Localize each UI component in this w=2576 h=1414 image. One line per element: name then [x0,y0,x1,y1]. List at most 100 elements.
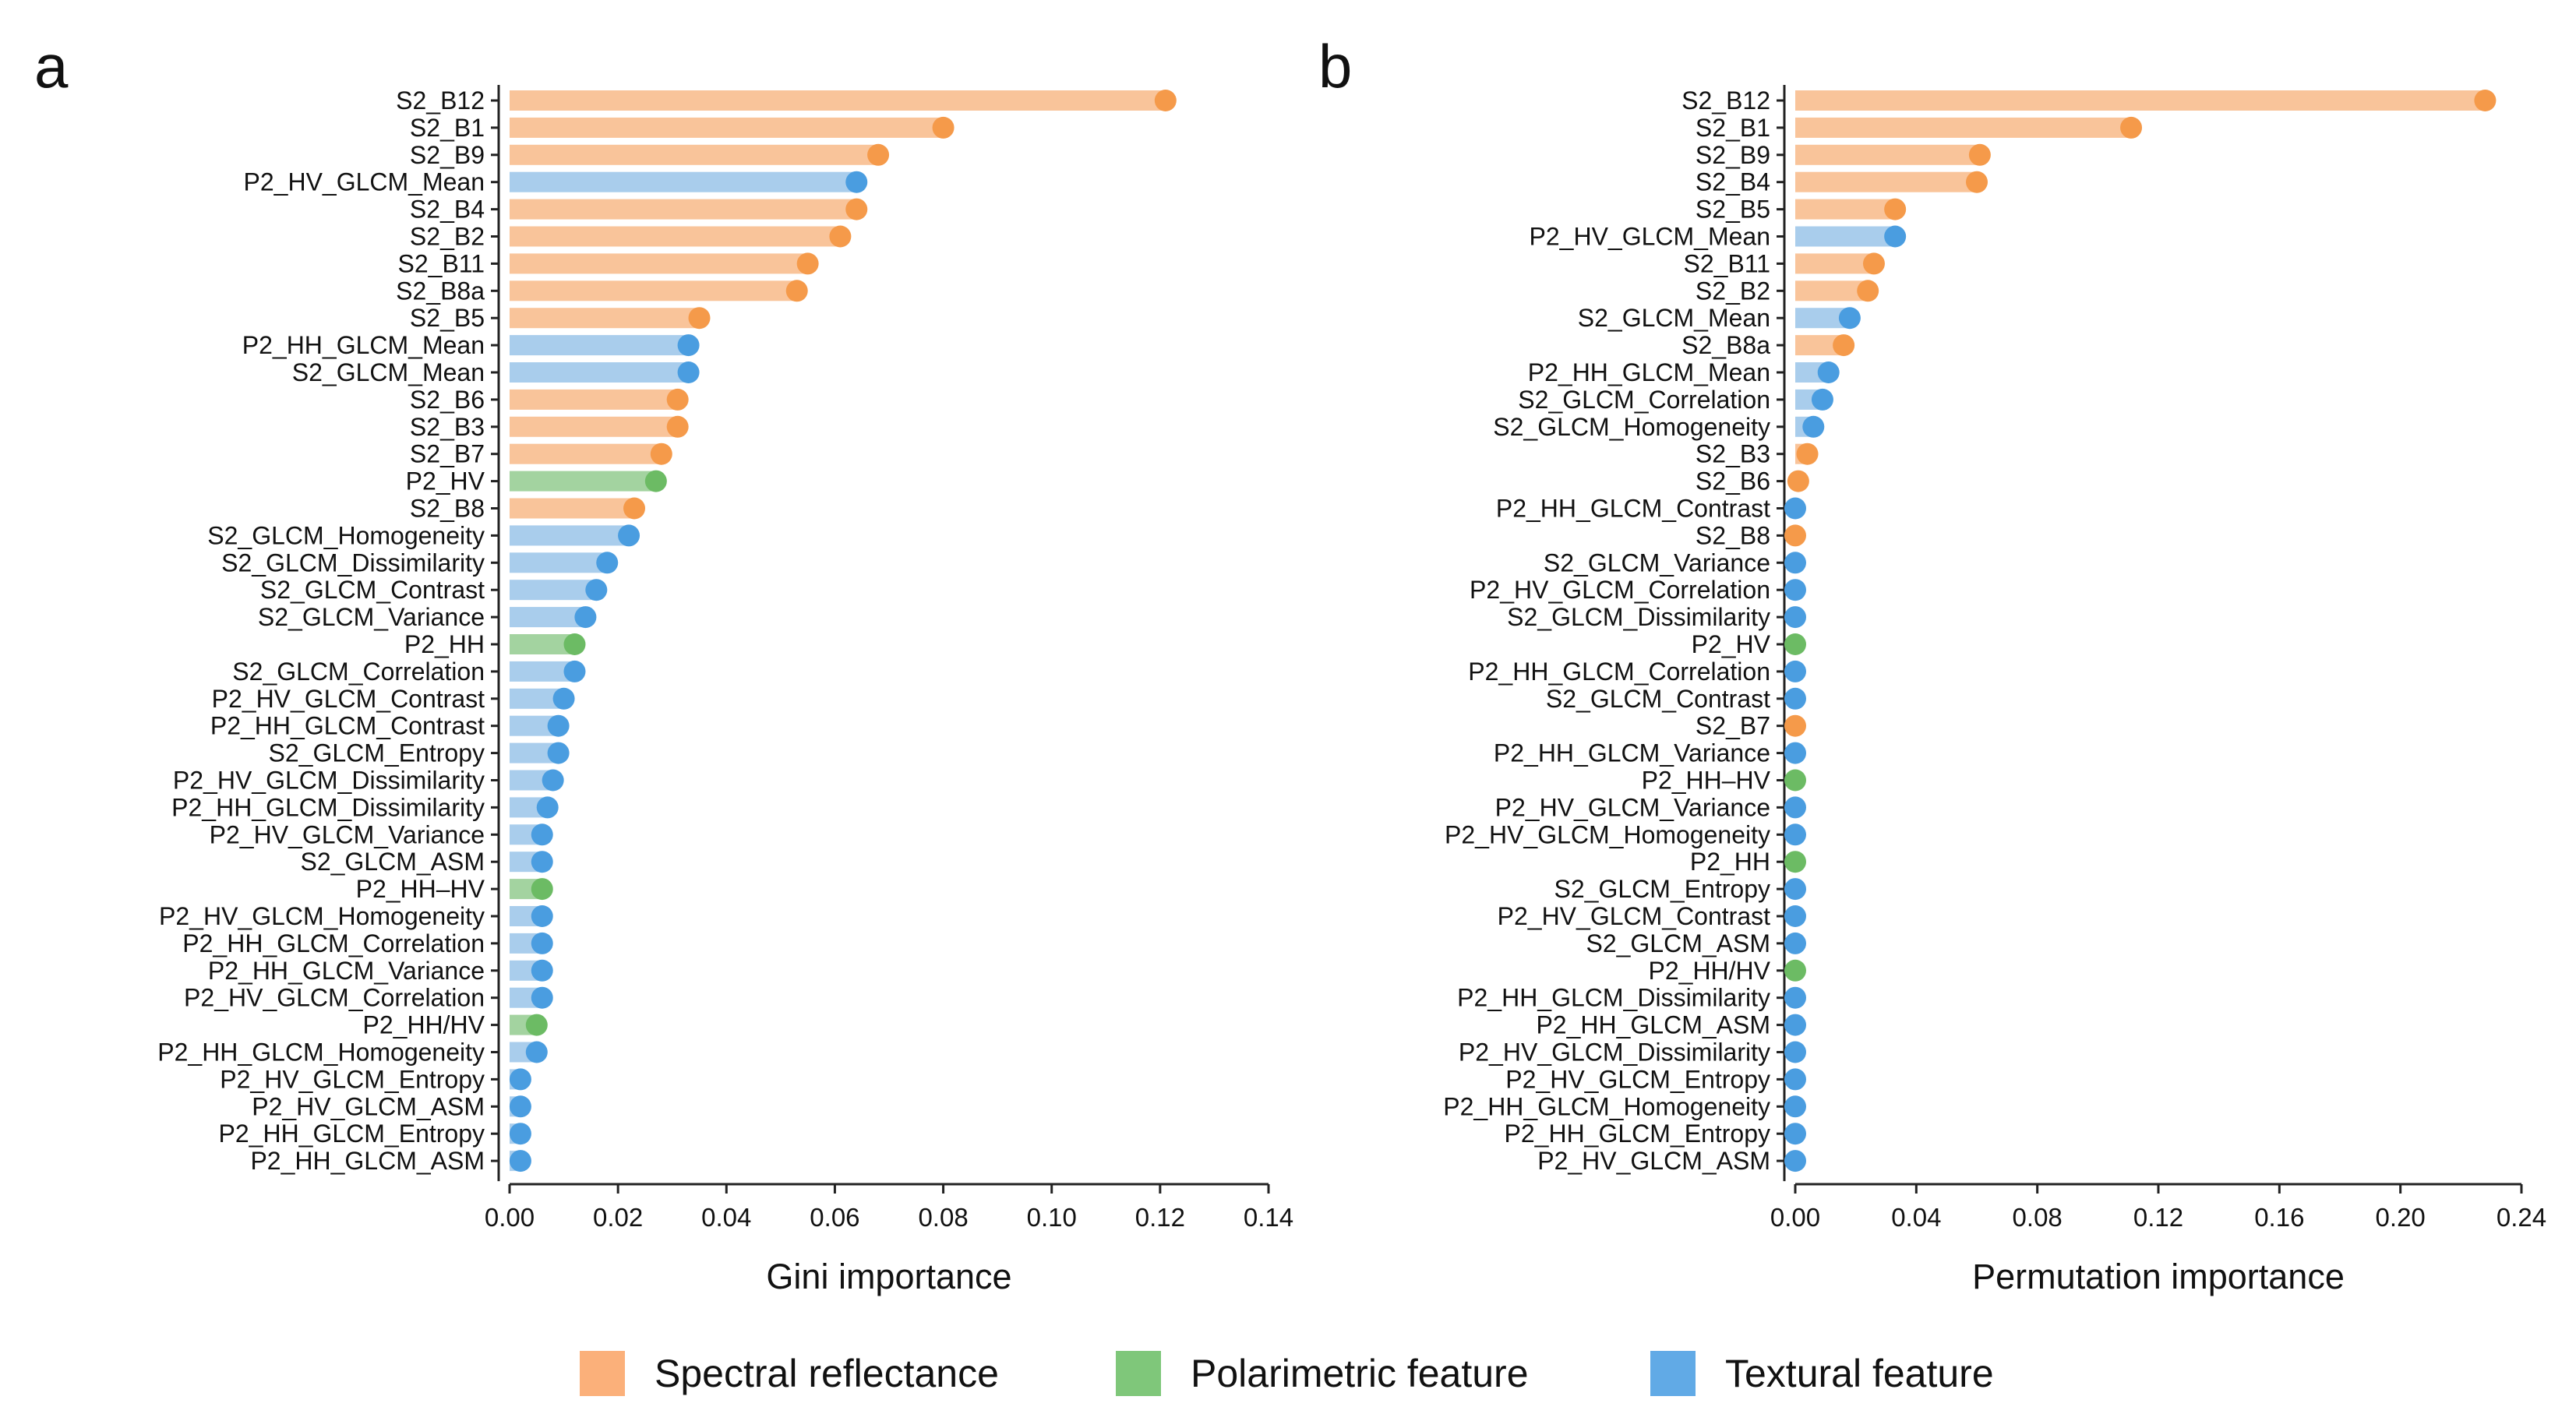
point-P2_HV_GLCM_ASM [509,1095,531,1118]
category-label: S2_B4 [410,196,485,224]
category-label: S2_GLCM_Homogeneity [207,521,485,549]
point-P2_HH–HV [1784,769,1806,792]
bar-S2_B12 [1795,90,2486,111]
category-label: S2_GLCM_Correlation [1518,386,1770,414]
bar-S2_GLCM_Contrast [510,580,597,601]
category-label: P2_HH/HV [1649,957,1771,985]
legend: Spectral reflectance Polarimetric feature… [580,1351,1994,1396]
point-P2_HV_GLCM_Correlation [1784,579,1806,601]
point-P2_HV [644,470,667,492]
x-tick-label: 0.10 [1027,1203,1077,1232]
point-S2_B11 [796,252,819,275]
bar-S2_B4 [510,199,857,220]
bar-S2_GLCM_Dissimilarity [510,552,608,573]
point-P2_HV_GLCM_Correlation [531,986,553,1009]
bar-S2_B12 [510,90,1166,111]
point-S2_GLCM_Mean [677,361,700,383]
point-P2_HH/HV [1784,959,1806,982]
category-label: S2_B2 [410,223,485,251]
category-label: P2_HV_GLCM_Contrast [1498,902,1770,930]
bar-S2_B2 [1795,280,1868,301]
point-P2_HV_GLCM_Entropy [1784,1068,1806,1091]
point-P2_HH [1784,851,1806,873]
category-label: P2_HH_GLCM_Contrast [210,712,485,740]
point-S2_B6 [1787,470,1809,492]
category-label: P2_HV_GLCM_Homogeneity [159,902,485,930]
category-label: S2_GLCM_Variance [258,603,485,631]
category-label: P2_HV_GLCM_ASM [1537,1147,1770,1175]
point-S2_GLCM_Homogeneity [618,524,640,547]
category-label: P2_HH_GLCM_Entropy [219,1120,485,1148]
category-label: S2_B6 [1696,467,1770,495]
x-tick-label: 0.12 [1135,1203,1185,1232]
x-tick-label: 0.14 [1244,1203,1293,1232]
category-label: S2_B9 [410,141,485,169]
bar-S2_B9 [510,144,879,165]
point-S2_B12 [2474,90,2497,111]
category-label: S2_GLCM_Homogeneity [1493,413,1770,441]
point-P2_HH_GLCM_ASM [1784,1014,1806,1036]
bar-S2_B1 [510,117,944,138]
x-tick-label: 0.20 [2376,1203,2426,1232]
point-S2_B2 [1857,280,1879,302]
x-tick-label: 0.02 [593,1203,643,1232]
category-label: S2_GLCM_Variance [1544,548,1770,577]
point-P2_HH_GLCM_Entropy [1784,1123,1806,1145]
point-P2_HH_GLCM_Variance [531,959,553,982]
bar-P2_HH_GLCM_Mean [510,335,689,356]
panel-b-letter: b [1318,32,1352,100]
category-label: P2_HH_GLCM_Correlation [1468,658,1770,686]
category-label: S2_B12 [396,86,485,115]
point-P2_HH_GLCM_ASM [509,1150,531,1172]
bar-S2_B5 [510,308,700,329]
category-label: S2_B11 [398,249,485,277]
category-label: S2_GLCM_Dissimilarity [1507,603,1770,631]
point-S2_B5 [1884,198,1907,220]
point-S2_B9 [1968,143,1991,166]
bar-S2_B8 [510,498,635,519]
point-P2_HH_GLCM_Dissimilarity [536,796,559,819]
point-P2_HV_GLCM_Variance [531,823,553,846]
point-P2_HH_GLCM_Mean [677,334,700,357]
category-label: P2_HH [1690,848,1770,876]
category-label: P2_HV_GLCM_Entropy [220,1065,485,1093]
category-label: S2_B7 [1696,712,1770,740]
bar-S2_B5 [1795,199,1896,220]
legend-swatch-textural [1650,1351,1696,1396]
point-S2_B5 [688,307,711,330]
x-tick-label: 0.08 [918,1203,968,1232]
x-tick-label: 0.24 [2497,1203,2546,1232]
category-label: S2_GLCM_Entropy [269,739,485,767]
category-label: S2_GLCM_ASM [1586,929,1770,957]
category-label: S2_B9 [1696,141,1770,169]
point-P2_HV [1784,633,1806,655]
category-label: S2_B4 [1696,168,1770,196]
category-label: P2_HV_GLCM_Entropy [1505,1065,1770,1093]
panel-a-letter: a [34,32,69,100]
bar-S2_B3 [510,416,678,437]
point-S2_GLCM_Variance [574,606,597,629]
category-label: P2_HH–HV [356,875,485,903]
point-S2_GLCM_Dissimilarity [596,552,619,574]
point-P2_HV_GLCM_Mean [845,171,868,193]
point-S2_B9 [867,143,890,166]
point-P2_HH_GLCM_Correlation [1784,660,1806,682]
point-P2_HH_GLCM_Homogeneity [1784,1095,1806,1118]
category-label: S2_B5 [1696,196,1770,224]
category-label: S2_GLCM_Mean [292,358,485,386]
category-label: P2_HV_GLCM_Mean [1530,223,1770,251]
category-label: S2_B3 [410,413,485,441]
category-label: P2_HV [406,467,485,495]
category-label: S2_GLCM_Correlation [232,658,485,686]
x-tick-label: 0.00 [485,1203,535,1232]
bar-S2_B11 [1795,253,1874,274]
category-label: P2_HV_GLCM_ASM [252,1092,485,1120]
point-S2_GLCM_ASM [1784,932,1806,954]
category-label: S2_B7 [410,440,485,468]
point-P2_HH_GLCM_Dissimilarity [1784,986,1806,1009]
point-S2_B2 [829,225,852,248]
bar-S2_B2 [510,226,841,247]
category-label: P2_HH_GLCM_Mean [1528,358,1770,386]
point-S2_B7 [650,443,672,465]
category-label: S2_B8a [396,277,485,305]
